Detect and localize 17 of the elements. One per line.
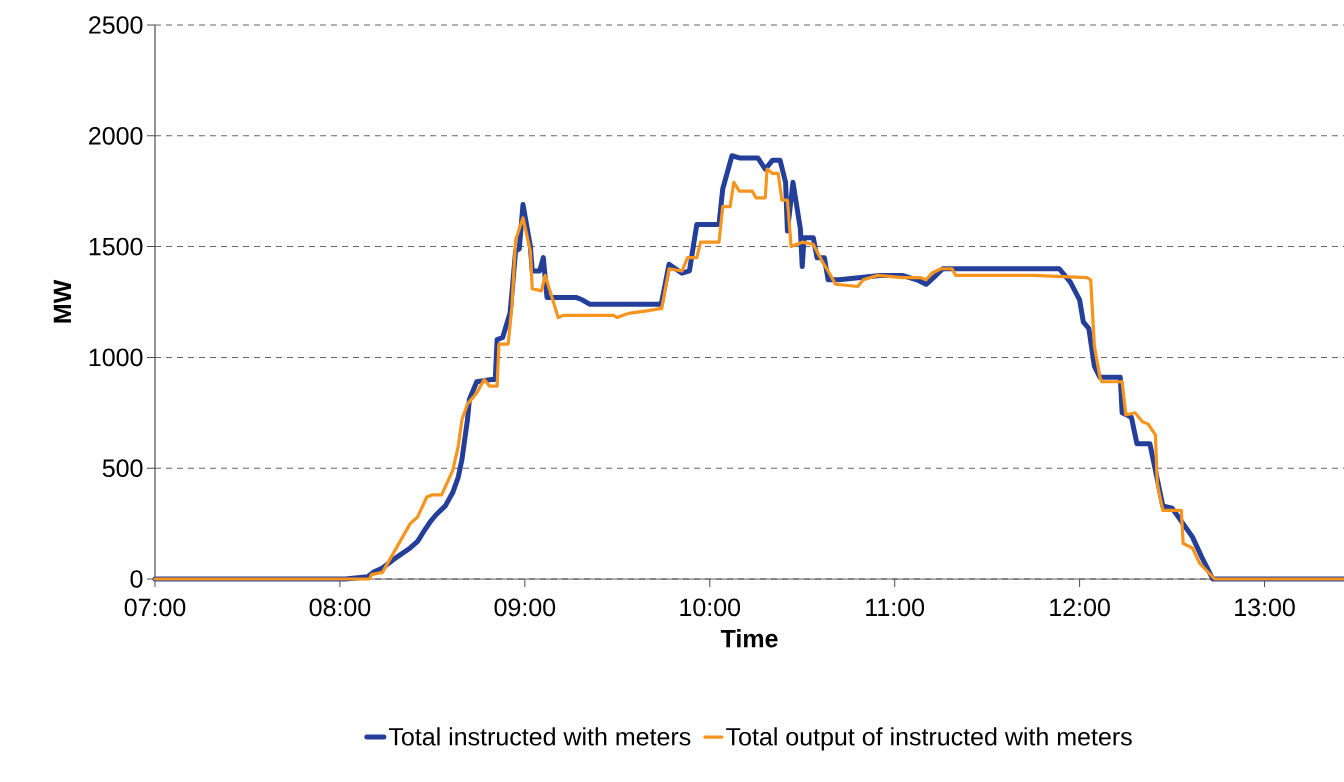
legend-label: Total output of instructed with meters — [726, 727, 1132, 751]
x-tick-label: 10:00 — [680, 598, 741, 617]
x-tick-label: 08:00 — [309, 598, 371, 617]
legend-label: Total instructed with meters — [388, 727, 691, 746]
x-axis-title: Time — [720, 629, 778, 648]
x-tick-label: 07:00 — [124, 598, 186, 617]
x-tick-label: 12:00 — [1050, 598, 1110, 617]
y-tick-label: 2000 — [89, 126, 143, 145]
x-tick-label: 11:00 — [866, 598, 925, 617]
y-tick-label: 2500 — [89, 16, 143, 34]
y-tick-label: 0 — [130, 570, 143, 588]
x-tick-label: 13:00 — [1235, 598, 1295, 617]
y-axis-title: MW — [53, 279, 71, 323]
y-tick-label: 1000 — [89, 348, 143, 367]
y-tick-label: 1500 — [89, 237, 143, 256]
x-tick-label: 09:00 — [494, 598, 556, 617]
y-tick-label: 500 — [102, 459, 143, 478]
